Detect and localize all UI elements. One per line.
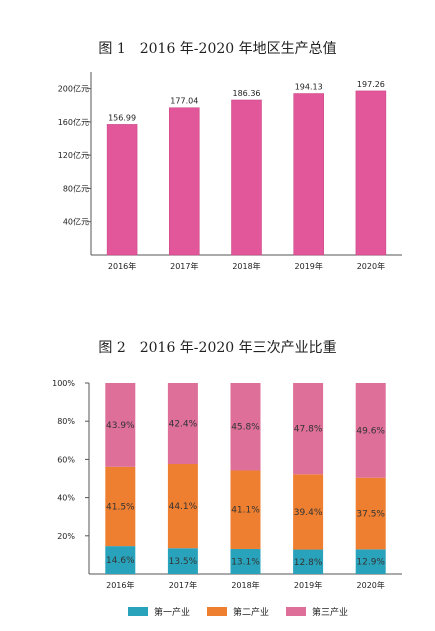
chart1-bar [355, 90, 387, 256]
chart2-segment-label: 13.5% [169, 557, 198, 567]
legend-label-2: 第二产业 [233, 607, 270, 618]
chart2-x-tick-label: 2020年 [357, 580, 385, 590]
chart2-y-tick-label: 80% [57, 417, 75, 426]
chart2-segment-label: 14.6% [106, 556, 135, 566]
chart2-bar-segment-3 [230, 383, 261, 471]
chart2-bar-segment-3 [293, 383, 324, 475]
chart1-x-tick-label: 2018年 [232, 261, 260, 271]
chart2-y-tick-label: 100% [52, 379, 75, 388]
chart2-legend: 第一产业 第二产业 第三产业 [0, 602, 435, 620]
chart2-bar-segment-3 [105, 383, 136, 467]
chart2-segment-label: 37.5% [356, 510, 385, 520]
chart2-bar-segment-2 [230, 470, 261, 549]
chart2-title: 图 2 2016 年-2020 年三次产业比重 [98, 340, 337, 356]
legend-swatch-1 [128, 606, 148, 616]
chart2-segment-label: 45.8% [231, 423, 260, 433]
chart2-y-tick-label: 60% [57, 455, 75, 464]
legend-item-1: 第一产业 [128, 602, 190, 620]
chart1-data-label: 197.26 [357, 80, 385, 89]
chart2-bar-segment-3 [355, 383, 386, 478]
chart2-bar-segment-1 [230, 548, 261, 574]
chart1-bar [169, 107, 200, 256]
chart1-bar [106, 124, 138, 256]
chart2-segment-label: 42.4% [169, 419, 198, 429]
chart2-segment-label: 41.1% [231, 506, 260, 516]
chart2-bar-segment-3 [167, 383, 198, 464]
chart1-data-label: 194.13 [295, 83, 323, 92]
chart2-industry-share: 20% 40% 60% 80% 100% 14.6% 41.5% 43.9% 2016年 13.5… [52, 379, 402, 590]
legend-item-3: 第三产业 [286, 602, 348, 620]
legend-swatch-3 [286, 606, 306, 616]
chart2-bar-segment-2 [105, 466, 136, 547]
chart1-title: 图 1 2016 年-2020 年地区生产总值 [98, 41, 337, 57]
chart2-bar-segment-1 [355, 549, 386, 574]
chart1-data-label: 186.36 [233, 89, 261, 98]
chart2-bar-segment-1 [293, 549, 324, 574]
legend-label-3: 第三产业 [312, 607, 349, 618]
chart2-x-tick-label: 2018年 [231, 580, 259, 590]
chart2-segment-label: 12.9% [356, 558, 385, 568]
chart1-y-tick-label: 40亿元 [63, 217, 89, 227]
chart1-y-tick-label: 160亿元 [58, 117, 89, 127]
chart2-bar-segment-2 [293, 474, 324, 550]
chart2-bar-segment-1 [105, 546, 136, 574]
chart1-data-label: 156.99 [108, 113, 136, 122]
chart2-bar-segment-2 [355, 477, 386, 550]
chart2-y-tick-label: 40% [57, 494, 75, 503]
chart1-x-tick-label: 2020年 [357, 261, 385, 271]
legend-label-1: 第一产业 [154, 607, 191, 618]
chart2-x-tick-label: 2017年 [169, 580, 197, 590]
chart1-x-tick-label: 2017年 [170, 261, 198, 271]
chart1-y-tick-label: 200亿元 [58, 84, 89, 94]
chart2-segment-label: 13.1% [231, 557, 260, 567]
chart1-x-tick-label: 2016年 [108, 261, 136, 271]
chart1-gdp: 40亿元 80亿元 120亿元 160亿元 200亿元 156.99 2016年 177.04… [58, 72, 402, 271]
chart2-segment-label: 41.5% [106, 502, 135, 512]
legend-item-2: 第二产业 [207, 602, 269, 620]
chart2-segment-label: 47.8% [294, 425, 323, 435]
chart1-bar [231, 99, 262, 256]
chart1-data-label: 177.04 [170, 97, 198, 106]
chart1-y-tick-label: 80亿元 [63, 183, 89, 193]
chart2-segment-label: 44.1% [169, 502, 198, 512]
chart1-x-tick-label: 2019年 [295, 261, 323, 271]
chart2-segment-label: 12.8% [294, 558, 323, 568]
chart1-bar [293, 93, 324, 256]
chart2-y-tick-label: 20% [57, 532, 75, 541]
chart2-segment-label: 39.4% [294, 508, 323, 518]
chart2-bar-segment-1 [167, 548, 198, 574]
chart2-bar-segment-2 [167, 463, 198, 549]
legend-swatch-2 [207, 606, 227, 616]
chart1-y-tick-label: 120亿元 [58, 150, 89, 160]
chart2-segment-label: 49.6% [356, 426, 385, 436]
chart2-x-tick-label: 2019年 [294, 580, 322, 590]
chart2-x-tick-label: 2016年 [106, 580, 134, 590]
chart2-segment-label: 43.9% [106, 421, 135, 431]
